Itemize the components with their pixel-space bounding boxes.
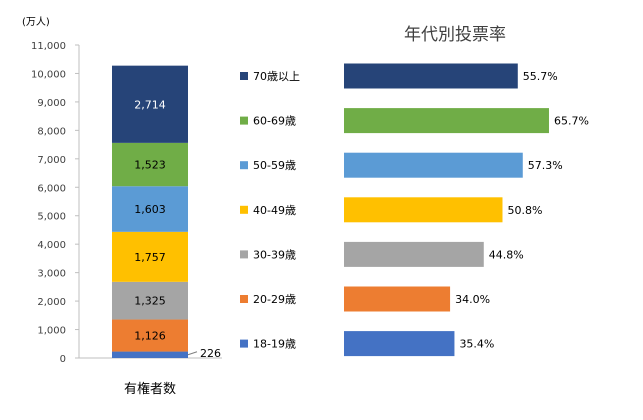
legend-label: 20-29歳 bbox=[253, 293, 296, 306]
stack-segment bbox=[112, 65, 188, 143]
y-axis-unit-label: (万人) bbox=[22, 16, 50, 28]
stack-data-label: 1,126 bbox=[134, 330, 166, 343]
turnout-data-label: 50.8% bbox=[507, 204, 542, 217]
legend-swatch bbox=[240, 72, 248, 80]
y-axis: 0 1,000 2,000 3,000 4,000 5,000 6,000 7,000 8,00… bbox=[31, 41, 222, 365]
stack-segment bbox=[112, 281, 188, 320]
y-tick-label: 5,000 bbox=[37, 212, 66, 223]
stack-segment bbox=[112, 231, 188, 282]
legend: 70歳以上 60-69歳 50-59歳 40-49歳 30-39歳 20-29歳 18-19… bbox=[240, 70, 300, 351]
legend-label: 18-19歳 bbox=[253, 338, 296, 351]
turnout-bar bbox=[344, 197, 503, 223]
turnout-data-label: 34.0% bbox=[455, 293, 490, 306]
stack-segment bbox=[112, 319, 188, 352]
legend-label: 60-69歳 bbox=[253, 115, 296, 128]
y-tick-label: 10,000 bbox=[31, 69, 66, 80]
turnout-data-label: 65.7% bbox=[554, 115, 589, 128]
turnout-bar-series: 55.7% 65.7% 57.3% 50.8% 44.8% 34.0% 35.4% bbox=[344, 63, 589, 357]
stack-data-label: 1,325 bbox=[134, 295, 166, 308]
turnout-data-label: 57.3% bbox=[528, 159, 563, 172]
legend-swatch bbox=[240, 295, 248, 303]
y-tick-label: 11,000 bbox=[31, 41, 66, 52]
turnout-bar bbox=[344, 63, 518, 89]
turnout-bar bbox=[344, 152, 523, 178]
x-axis-category-label: 有権者数 bbox=[124, 381, 176, 397]
y-tick-label: 8,000 bbox=[37, 126, 66, 137]
y-tick-label: 1,000 bbox=[37, 326, 66, 337]
data-label-leader-line bbox=[187, 351, 198, 356]
y-tick-label: 4,000 bbox=[37, 240, 66, 251]
chart-title: 年代別投票率 bbox=[404, 25, 506, 45]
turnout-data-label: 44.8% bbox=[489, 248, 524, 261]
legend-swatch bbox=[240, 205, 248, 214]
y-tick-label: 6,000 bbox=[37, 183, 66, 194]
turnout-bar bbox=[344, 331, 455, 357]
stack-data-label: 2,714 bbox=[134, 98, 166, 111]
legend-label: 30-39歳 bbox=[253, 248, 296, 261]
turnout-data-label: 35.4% bbox=[459, 338, 494, 351]
y-tick-label: 7,000 bbox=[37, 155, 66, 166]
stack-data-label: 1,523 bbox=[134, 159, 166, 172]
legend-swatch bbox=[240, 250, 248, 259]
legend-swatch bbox=[240, 116, 248, 125]
stack-data-label: 1,603 bbox=[134, 203, 166, 216]
turnout-bar bbox=[344, 108, 549, 134]
turnout-bar bbox=[344, 286, 451, 312]
stack-segment bbox=[112, 186, 188, 232]
y-tick-label: 2,000 bbox=[37, 297, 66, 308]
legend-label: 50-59歳 bbox=[253, 159, 296, 172]
y-tick-label: 3,000 bbox=[37, 269, 66, 280]
legend-swatch bbox=[240, 339, 248, 348]
stack-data-label: 226 bbox=[200, 347, 221, 360]
turnout-bar bbox=[344, 241, 484, 267]
stack-segment bbox=[112, 142, 188, 187]
turnout-data-label: 55.7% bbox=[523, 70, 558, 83]
legend-label: 70歳以上 bbox=[253, 70, 300, 83]
y-tick-label: 0 bbox=[60, 354, 66, 365]
stack-segment bbox=[112, 351, 188, 358]
stacked-bar-series: 226 1,126 1,325 1,757 1,603 1,523 2,714 bbox=[112, 65, 221, 360]
legend-label: 40-49歳 bbox=[253, 204, 296, 217]
stack-data-label: 1,757 bbox=[134, 251, 166, 264]
legend-swatch bbox=[240, 161, 248, 170]
y-tick-label: 9,000 bbox=[37, 98, 66, 109]
